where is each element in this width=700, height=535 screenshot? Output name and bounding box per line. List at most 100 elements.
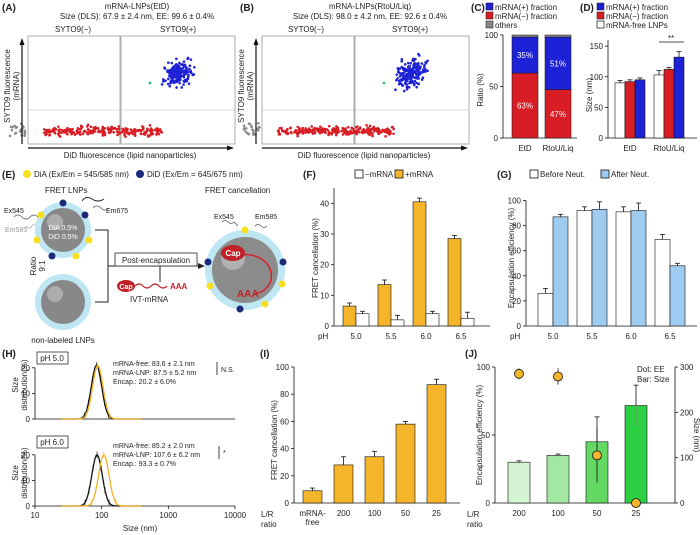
y-tick-label: 10 [21,476,30,485]
panel-b-gate-neg [261,35,355,145]
blue-event-dot [179,67,183,70]
nonlabeled-lnp-core [41,280,85,324]
red-event-dot [43,131,46,135]
blue-event-dot [400,77,404,81]
blue-event-dot [426,69,429,73]
ex545-label: Ex545 [4,208,24,215]
blue-event-dot [184,72,188,75]
blue-event-dot [188,64,192,67]
blue-event-dot [186,75,190,79]
blue-event-dot [182,60,186,63]
legend-swatch-white [354,169,364,179]
blue-event-dot [409,73,412,77]
gray-event-dot [23,134,26,138]
blue-event-dot [410,81,413,85]
panel-d-legend-3: mRNA-free LNPs [606,21,668,30]
panel-d: (D) mRNA(+) fraction mRNA(−) fraction mR… [580,2,697,153]
red-event-dot [123,133,126,137]
x-tick-label: 5.5 [385,332,397,341]
blue-event-dot [398,81,402,85]
panel-b-syto9-neg-label: SYTO9(−) [288,25,324,34]
y-tick-label: 0 [494,134,499,143]
x-tick-label: 25 [432,509,441,518]
size-bar [546,455,570,504]
red-event-dot [150,129,154,132]
x-tick-label: 200 [512,509,526,518]
panel-i-letter: (I) [260,349,269,360]
red-event-dot [82,130,86,133]
panel-h-top-sig: N.S. [221,367,235,374]
red-event-dot [383,130,387,134]
did-dot [59,199,67,207]
red-event-dot [118,132,122,135]
blue-event-dot [174,64,177,67]
blue-event-dot [191,73,195,77]
x-tick-label: EtD [623,144,637,153]
blue-event-dot [403,74,407,77]
blue-event-dot [193,66,196,69]
fret-bar [426,384,447,504]
x-tick-label: 50 [401,509,410,518]
blue-event-dot [407,69,410,73]
blue-event-dot [401,83,404,87]
panel-g-ylabel: Encapsulation efficiency (%) [507,207,516,308]
red-event-dot [79,133,82,136]
fret-lnp-highlight [47,214,63,230]
red-event-dot [108,128,112,131]
panel-a-gate-neg [27,35,121,145]
blue-event-dot [162,80,165,83]
red-event-dot [76,126,80,130]
em585b-label: Em585 [255,214,277,221]
red-event-dot [331,128,334,132]
red-event-dot [42,128,46,131]
gray-event-dot [256,129,260,132]
blue-event-dot [178,81,181,85]
nonlabeled-lnps-label: non-labeled LNPs [31,336,95,345]
red-event-dot [148,129,151,132]
red-event-dot [86,123,90,127]
blue-event-dot [180,63,183,66]
nonlabeled-lnp-highlight [47,286,63,302]
blue-event-dot [166,82,170,86]
y-tick-label: 80 [280,390,289,399]
blue-event-dot [189,58,193,61]
blue-event-dot [175,86,178,89]
gray-event-dot [14,131,18,135]
panel-h-bottom-line2: mRNA-LNP: 107.6 ± 6.2 nm [113,452,200,459]
panel-a-ylabel-1: SYTO9 fluorescence [3,49,12,123]
x-tick-label: 1000 [159,511,177,520]
gray-event-dot [250,124,253,128]
blue-event-dot [414,57,417,61]
red-event-dot [368,133,372,137]
blue-event-dot [180,86,184,89]
panel-c-legend-1: mRNA(+) fraction [495,3,557,12]
did-legend-dot [136,170,144,178]
panel-f: (F) −mRNA +mRNA FRET cancellation (%) pH… [303,169,490,341]
blue-event-dot [400,60,404,63]
em675-wave [92,205,110,211]
panel-h-top-line1: mRNA-free: 83.6 ± 2.1 nm [113,361,195,368]
size-bar [653,74,665,139]
red-event-dot [345,133,348,136]
panel-i-xtitle-2: ratio [261,520,277,529]
panel-c-ylabel: Ratio (%) [476,73,485,107]
gray-event-dot [244,130,247,133]
gray-event-dot [252,129,255,133]
red-event-dot [282,130,286,133]
blue-event-dot [416,64,420,68]
mrna-cap-large-label: Cap [225,249,240,258]
ratio-value: 9:1 [38,260,47,272]
did-05-label: DiD 0.5% [48,234,78,241]
red-event-dot [146,134,150,137]
red-event-dot [44,133,47,137]
red-event-dot [327,124,331,128]
ee-dot [553,371,563,382]
red-event-dot [137,129,140,133]
em675-label: Em675 [106,208,128,215]
dia-legend-dot [23,170,31,178]
red-event-dot [307,128,310,132]
blue-event-dot [185,78,189,81]
y-tick-label: 0 [486,499,491,508]
red-event-dot [350,131,354,135]
minus-mrna-bar [355,313,370,327]
